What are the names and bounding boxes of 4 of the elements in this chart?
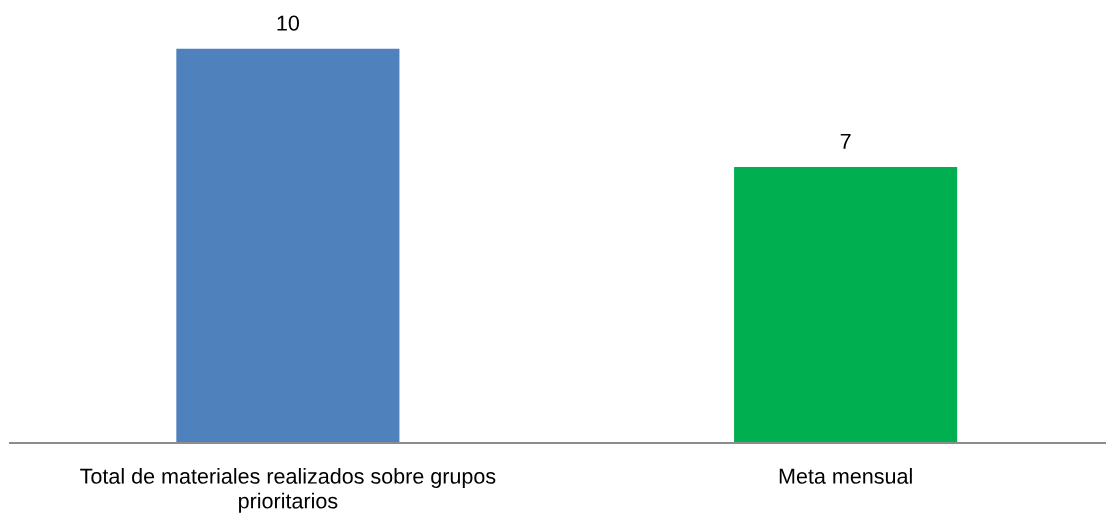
x-tick-label: Total de materiales realizados sobre grupos prioritarios [80, 468, 496, 513]
data-label: 10 [277, 15, 300, 31]
x-tick-label: Meta mensual [779, 468, 912, 484]
data-label: 7 [840, 133, 851, 149]
